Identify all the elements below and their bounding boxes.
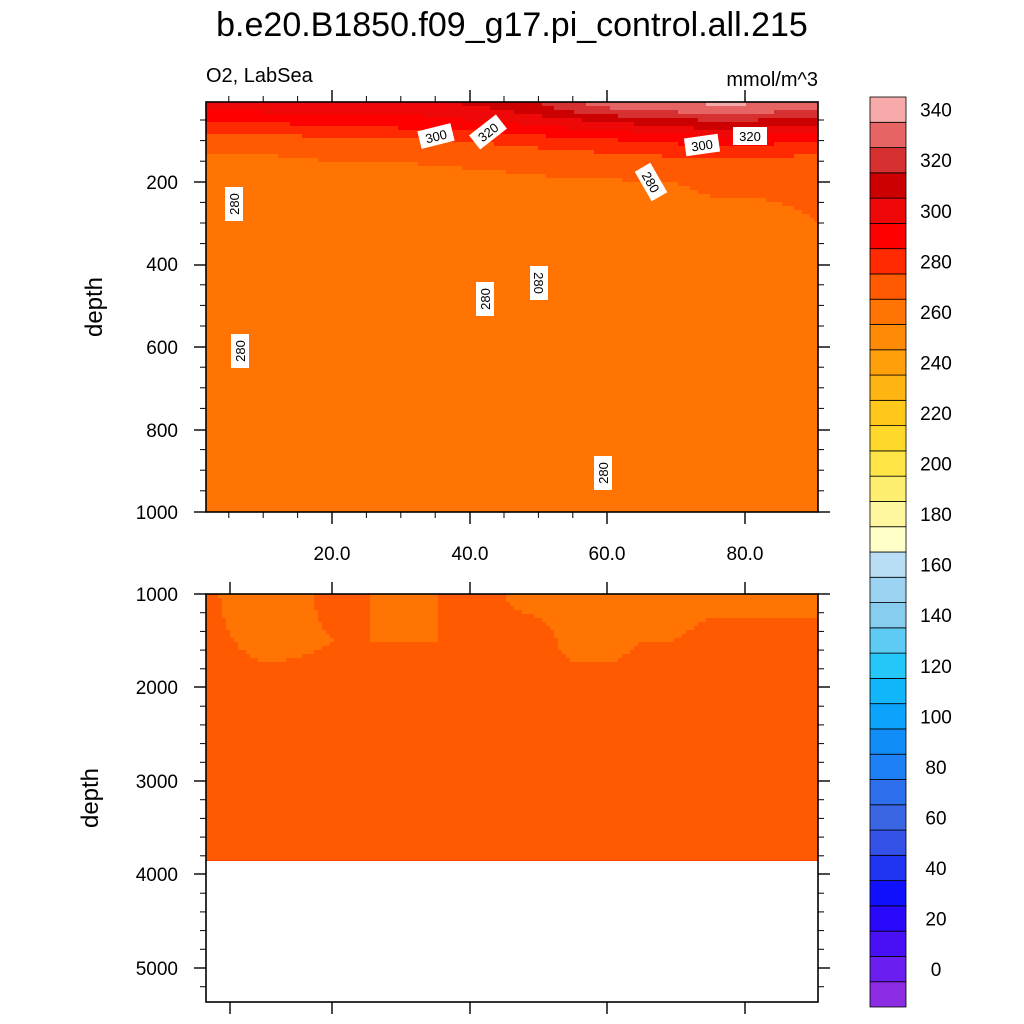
upper-panel-frame (205, 101, 819, 513)
upper-contour-fill (206, 102, 818, 512)
upper-y-axis-title: depth (81, 277, 108, 337)
colorbar-swatch (869, 526, 907, 553)
contour-label: 300 (417, 123, 455, 149)
colorbar-tick-label: 240 (920, 353, 952, 374)
lower-y-tick-label: 5000 (136, 959, 178, 980)
colorbar-swatch (869, 197, 907, 224)
lower-panel-frame (205, 593, 819, 1003)
colorbar-swatch (869, 298, 907, 325)
contour-label: 280 (231, 334, 249, 368)
upper-y-tick-label: 1000 (136, 503, 178, 524)
colorbar-tick-label: 20 (925, 910, 946, 931)
colorbar-swatch (869, 905, 907, 932)
x-tick-label: 60.0 (589, 544, 626, 565)
colorbar-tick-label: 260 (920, 303, 952, 324)
colorbar-swatch (869, 703, 907, 730)
colorbar-swatch (869, 349, 907, 376)
colorbar-swatch (869, 273, 907, 300)
colorbar-swatch (869, 602, 907, 629)
colorbar-swatch (869, 930, 907, 957)
x-tick-label: 20.0 (314, 544, 351, 565)
colorbar-tick-label: 140 (920, 606, 952, 627)
lower-tick-marks (194, 582, 830, 1014)
colorbar-swatch (869, 753, 907, 780)
colorbar-tick-label: 320 (920, 151, 952, 172)
colorbar-tick-label: 200 (920, 455, 952, 476)
upper-tick-marks (194, 90, 830, 524)
colorbar-swatch (869, 804, 907, 831)
colorbar-swatch (869, 248, 907, 275)
colorbar-swatch (869, 854, 907, 882)
colorbar-swatch (869, 121, 907, 148)
colorbar-swatch (869, 728, 907, 755)
units-label: mmol/m^3 (726, 69, 818, 91)
colorbar-swatch (869, 956, 907, 983)
colorbar-swatch (869, 96, 907, 123)
chart-title: b.e20.B1850.f09_g17.pi_control.all.215 (216, 6, 808, 44)
colorbar-swatch (869, 981, 907, 1008)
colorbar-swatch (869, 501, 907, 528)
colorbar-swatch (869, 576, 907, 603)
colorbar-swatch (869, 399, 907, 427)
colorbar-swatch (869, 627, 907, 654)
contour-label: 300 (683, 133, 721, 157)
colorbar-swatch (869, 829, 907, 856)
colorbar-tick-label: 100 (920, 707, 952, 728)
colorbar-tick-label: 300 (920, 202, 952, 223)
colorbar-swatch (869, 450, 907, 477)
colorbar-swatch (869, 222, 907, 250)
colorbar-swatch (869, 677, 907, 705)
colorbar-swatch (869, 652, 907, 679)
colorbar-swatch (869, 425, 907, 452)
upper-y-tick-label: 600 (146, 338, 178, 359)
colorbar-tick-label: 160 (920, 556, 952, 577)
colorbar-tick-label: 340 (920, 101, 952, 122)
colorbar-tick-label: 180 (920, 505, 952, 526)
colorbar: 0 20 40 60 80 100 120 140 160 180 200 220 240 260 280 3… (869, 96, 952, 1008)
colorbar-tick-label: 120 (920, 657, 952, 678)
contour-label: 280 (225, 187, 243, 221)
colorbar-tick-label: 60 (925, 808, 946, 829)
colorbar-swatch (869, 172, 907, 199)
upper-y-tick-label: 800 (146, 421, 178, 442)
colorbar-swatch (869, 475, 907, 502)
colorbar-swatch (869, 324, 907, 351)
contour-label: 280 (594, 456, 612, 490)
colorbar-swatch (869, 551, 907, 578)
x-tick-label: 80.0 (727, 544, 764, 565)
upper-y-tick-label: 200 (146, 173, 178, 194)
lower-y-tick-label: 4000 (136, 865, 178, 886)
contour-label: 320 (733, 127, 767, 145)
contour-label: 280 (530, 266, 548, 300)
x-tick-label: 40.0 (452, 544, 489, 565)
colorbar-swatch (869, 880, 907, 907)
contour-label: 280 (634, 162, 668, 202)
colorbar-tick-label: 80 (925, 758, 946, 779)
variable-region-label: O2, LabSea (206, 65, 314, 87)
lower-y-axis-title: depth (77, 768, 104, 828)
colorbar-swatch (869, 374, 907, 401)
contour-label: 280 (476, 282, 494, 316)
colorbar-tick-label: 220 (920, 404, 952, 425)
lower-y-tick-label: 2000 (136, 678, 178, 699)
upper-panel: 200 400 600 800 1000 20.0 40.0 60.0 80.0… (81, 90, 830, 565)
colorbar-swatch (869, 779, 907, 806)
colorbar-tick-label: 0 (931, 960, 942, 981)
lower-contour-fill (206, 594, 818, 861)
lower-y-tick-label: 3000 (136, 772, 178, 793)
colorbar-tick-label: 40 (925, 859, 946, 880)
lower-y-tick-label: 1000 (136, 585, 178, 606)
lower-panel: 1000 2000 3000 4000 5000 depth (77, 582, 830, 1014)
upper-y-tick-label: 400 (146, 255, 178, 276)
colorbar-swatch (869, 147, 907, 174)
colorbar-tick-label: 280 (920, 252, 952, 273)
